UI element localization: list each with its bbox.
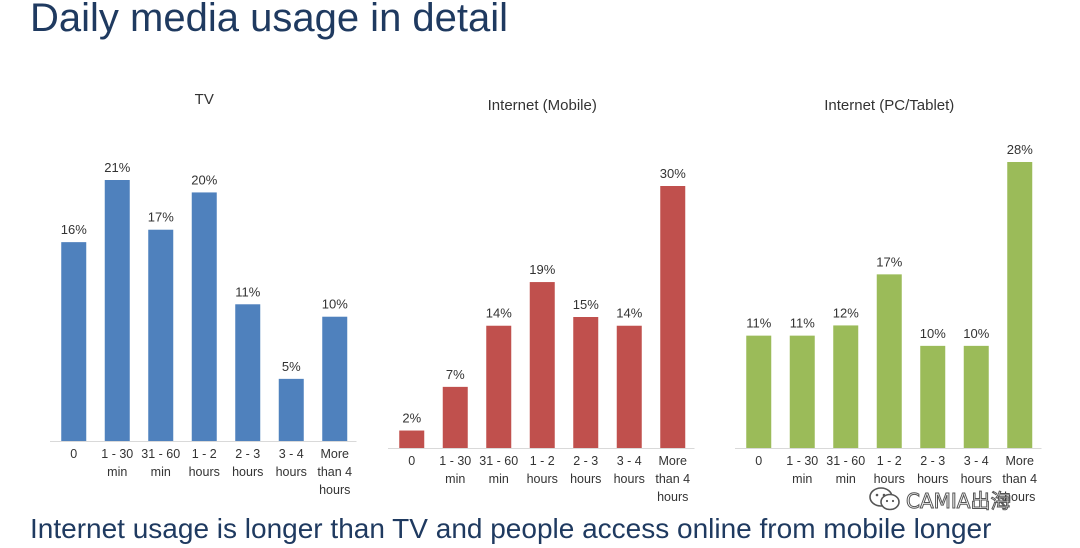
data-label: 7% <box>446 367 465 382</box>
x-tick-label: hours <box>570 472 601 486</box>
data-label: 10% <box>963 326 989 341</box>
bar <box>191 192 217 441</box>
x-tick-label: More <box>1006 454 1035 468</box>
chart-3: Internet (PC/Tablet) 11% 0 11% 1 - 30 min 12% 3… <box>735 97 1042 504</box>
data-label: 11% <box>746 316 771 331</box>
bar <box>148 229 174 441</box>
data-label: 11% <box>790 316 815 331</box>
data-label: 15% <box>573 297 599 312</box>
data-label: 11% <box>235 284 260 299</box>
x-tick-label: min <box>836 472 856 486</box>
data-label: 10% <box>920 326 946 341</box>
x-tick-label: hours <box>232 465 263 479</box>
data-label: 30% <box>660 166 686 181</box>
x-tick-label: hours <box>961 472 992 486</box>
x-tick-label: hours <box>917 472 948 486</box>
chart-title: Internet (PC/Tablet) <box>824 97 954 114</box>
x-tick-label: 31 - 60 <box>826 454 865 468</box>
bar <box>746 335 772 448</box>
data-label: 14% <box>486 306 512 321</box>
bar <box>789 335 815 448</box>
x-tick-label: 31 - 60 <box>141 447 180 461</box>
x-tick-label: min <box>489 472 509 486</box>
x-tick-label: min <box>151 465 171 479</box>
x-tick-label: 3 - 4 <box>279 447 304 461</box>
data-label: 2% <box>402 411 421 426</box>
bar <box>61 242 87 441</box>
x-tick-label: 1 - 30 <box>101 447 133 461</box>
data-label: 16% <box>61 222 87 237</box>
x-tick-label: 0 <box>408 454 415 468</box>
bar <box>920 345 946 448</box>
x-tick-label: 31 - 60 <box>479 454 518 468</box>
data-label: 5% <box>282 359 301 374</box>
data-label: 28% <box>1007 142 1033 157</box>
x-tick-label: hours <box>1004 490 1035 504</box>
x-tick-label: than 4 <box>1002 472 1037 486</box>
x-tick-label: 1 - 2 <box>877 454 902 468</box>
chart-title: Internet (Mobile) <box>488 97 597 114</box>
bar <box>660 186 686 448</box>
x-tick-label: 0 <box>70 447 77 461</box>
x-tick-label: 1 - 30 <box>439 454 471 468</box>
x-tick-label: 3 - 4 <box>964 454 989 468</box>
bar <box>442 386 468 448</box>
x-tick-label: 3 - 4 <box>617 454 642 468</box>
x-tick-label: than 4 <box>317 465 352 479</box>
x-tick-label: hours <box>657 490 688 504</box>
x-tick-label: hours <box>189 465 220 479</box>
x-tick-label: hours <box>874 472 905 486</box>
x-tick-label: hours <box>276 465 307 479</box>
x-tick-label: 1 - 2 <box>530 454 555 468</box>
bar <box>399 430 425 448</box>
bar <box>104 180 130 441</box>
bar <box>1007 162 1033 448</box>
bar <box>616 325 642 448</box>
bar <box>322 316 348 441</box>
bar <box>963 345 989 448</box>
data-label: 19% <box>529 262 555 277</box>
chart-2: Internet (Mobile) 2% 0 7% 1 - 30 min 14% 31 - 6… <box>388 97 695 504</box>
bar <box>529 282 555 448</box>
bar <box>833 325 859 448</box>
x-tick-label: 0 <box>755 454 762 468</box>
bar <box>278 378 304 441</box>
page-title: Daily media usage in detail <box>30 0 509 40</box>
x-tick-label: min <box>792 472 812 486</box>
x-tick-label: min <box>107 465 127 479</box>
data-label: 17% <box>148 210 174 225</box>
x-tick-label: hours <box>527 472 558 486</box>
chart-1: TV 16% 0 21% 1 - 30 min 17% 31 - 60 min 20% 1 - 2 h… <box>50 91 357 497</box>
bar <box>573 317 599 448</box>
data-label: 10% <box>322 297 348 312</box>
x-tick-label: 1 - 30 <box>786 454 818 468</box>
bar <box>235 304 261 441</box>
bar <box>486 325 512 448</box>
conclusion-text: Internet usage is longer than TV and peo… <box>30 513 992 544</box>
data-label: 12% <box>833 305 859 320</box>
x-tick-label: hours <box>319 483 350 497</box>
chart-title: TV <box>195 91 214 108</box>
watermark: CAMIA出海 <box>868 485 1053 513</box>
x-tick-label: More <box>321 447 350 461</box>
x-tick-label: More <box>659 454 688 468</box>
data-label: 17% <box>876 254 902 269</box>
data-label: 14% <box>616 306 642 321</box>
x-tick-label: 1 - 2 <box>192 447 217 461</box>
data-label: 20% <box>191 172 217 187</box>
x-tick-label: min <box>445 472 465 486</box>
bar <box>876 274 902 448</box>
x-tick-label: 2 - 3 <box>920 454 945 468</box>
wechat-icon <box>869 487 900 511</box>
watermark-text: CAMIA出海 <box>905 488 1011 513</box>
x-tick-label: 2 - 3 <box>573 454 598 468</box>
x-tick-label: than 4 <box>655 472 690 486</box>
x-tick-label: 2 - 3 <box>235 447 260 461</box>
x-tick-label: hours <box>614 472 645 486</box>
data-label: 21% <box>104 160 130 175</box>
